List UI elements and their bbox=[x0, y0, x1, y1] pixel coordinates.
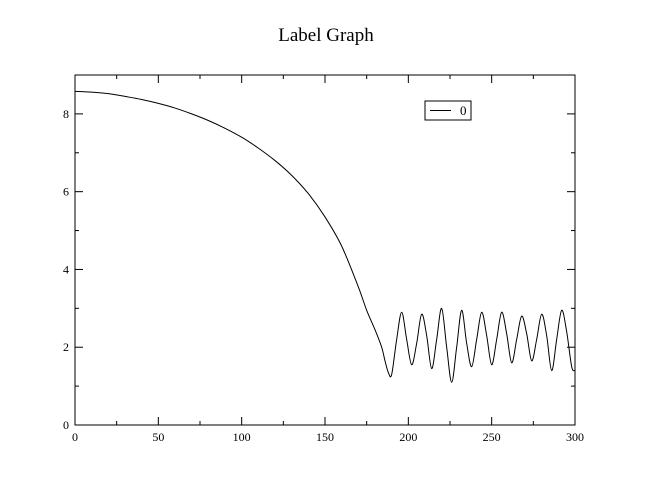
legend-label: 0 bbox=[460, 103, 467, 118]
y-tick-label: 0 bbox=[63, 418, 69, 432]
x-tick-label: 50 bbox=[152, 430, 164, 444]
x-axis-tick-labels: 0 50 100 150 200 250 300 bbox=[72, 430, 584, 444]
y-axis-tick-labels: 0 2 4 6 8 bbox=[63, 107, 69, 432]
x-tick-label: 300 bbox=[566, 430, 584, 444]
x-tick-label: 150 bbox=[316, 430, 334, 444]
chart-title: Label Graph bbox=[278, 25, 374, 46]
x-tick-label: 100 bbox=[233, 430, 251, 444]
y-tick-label: 4 bbox=[63, 262, 69, 276]
y-tick-label: 6 bbox=[63, 185, 69, 199]
plot-frame bbox=[74, 74, 576, 426]
x-tick-label: 200 bbox=[399, 430, 417, 444]
y-tick-label: 8 bbox=[63, 107, 69, 121]
x-tick-label: 250 bbox=[483, 430, 501, 444]
y-tick-label: 2 bbox=[63, 340, 69, 354]
legend: 0 bbox=[424, 100, 472, 121]
axis-ticks bbox=[74, 74, 576, 426]
x-tick-label: 0 bbox=[72, 430, 78, 444]
series-line bbox=[74, 90, 576, 383]
